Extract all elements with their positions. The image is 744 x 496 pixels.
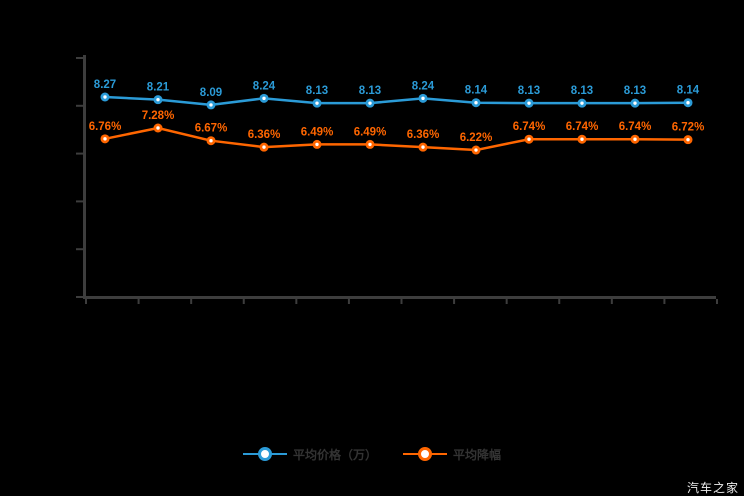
data-label: 6.49% [301, 126, 334, 138]
data-point-center [103, 137, 106, 140]
x-axis-tick [716, 299, 718, 304]
data-point-center [315, 101, 318, 104]
data-label: 8.14 [465, 85, 488, 97]
data-label: 8.13 [518, 85, 540, 97]
data-point-center [421, 145, 424, 148]
data-point-center [527, 138, 530, 141]
chart-legend: 平均价格（万） 平均降幅 [0, 443, 744, 465]
data-point-center [474, 148, 477, 151]
data-point-center [633, 101, 636, 104]
data-point-center [580, 138, 583, 141]
data-label: 8.09 [200, 87, 222, 99]
data-point-center [103, 95, 106, 98]
data-point-center [156, 98, 159, 101]
y-axis [83, 55, 86, 298]
data-label: 6.74% [619, 121, 652, 133]
data-label: 6.72% [672, 122, 705, 134]
bottom-bar: 汽车之家 [0, 478, 744, 496]
x-axis-tick [663, 299, 665, 304]
legend-item-avg-discount[interactable]: 平均降幅 [403, 446, 501, 463]
data-point-center [527, 101, 530, 104]
data-point-center [156, 126, 159, 129]
x-axis-tick [243, 299, 245, 304]
data-point-center [368, 143, 371, 146]
data-label: 8.24 [412, 80, 435, 92]
data-point-center [315, 143, 318, 146]
data-label: 6.76% [89, 121, 122, 133]
data-label: 8.13 [306, 85, 328, 97]
orange-line-marker-icon [403, 446, 447, 462]
data-label: 6.67% [195, 123, 228, 135]
data-point-center [262, 145, 265, 148]
data-label: 8.14 [677, 85, 700, 97]
y-axis-tick [76, 248, 83, 250]
data-label: 6.22% [460, 132, 493, 144]
y-axis-tick [76, 57, 83, 59]
series-line-orange [105, 128, 688, 150]
data-label: 7.28% [142, 110, 175, 122]
x-axis-tick [138, 299, 140, 304]
data-label: 8.13 [359, 85, 381, 97]
data-label: 6.74% [513, 121, 546, 133]
x-axis-tick [348, 299, 350, 304]
y-axis-tick [76, 200, 83, 202]
data-point-center [209, 103, 212, 106]
y-axis-tick [76, 105, 83, 107]
data-label: 8.13 [624, 85, 646, 97]
data-point-center [633, 138, 636, 141]
data-point-center [368, 101, 371, 104]
x-axis-tick [190, 299, 192, 304]
x-axis-tick [453, 299, 455, 304]
data-label: 8.27 [94, 79, 116, 91]
autohome-watermark: 汽车之家 [687, 479, 744, 496]
data-label: 8.24 [253, 80, 276, 92]
data-point-center [686, 101, 689, 104]
data-label: 6.49% [354, 126, 387, 138]
line-chart: 8.27 8.21 8.09 8.24 8.13 8.13 8.24 8.14 8.13 8.13… [0, 0, 744, 496]
series-line-blue [105, 97, 688, 105]
x-axis-tick [506, 299, 508, 304]
data-label: 8.13 [571, 85, 593, 97]
x-axis-tick [611, 299, 613, 304]
blue-line-marker-icon [243, 446, 287, 462]
x-axis [83, 296, 716, 299]
data-point-center [474, 101, 477, 104]
y-axis-tick [76, 153, 83, 155]
data-point-center [580, 101, 583, 104]
data-label: 6.74% [566, 121, 599, 133]
data-point-center [686, 138, 689, 141]
chart-page: 8.27 8.21 8.09 8.24 8.13 8.13 8.24 8.14 8.13 8.13… [0, 0, 744, 496]
data-label: 6.36% [248, 129, 281, 141]
data-point-center [209, 139, 212, 142]
x-axis-tick [401, 299, 403, 304]
data-point-center [262, 97, 265, 100]
y-axis-tick [76, 296, 83, 298]
x-axis-tick [295, 299, 297, 304]
legend-label: 平均价格（万） [293, 446, 377, 463]
data-point-center [421, 97, 424, 100]
legend-item-avg-price[interactable]: 平均价格（万） [243, 446, 377, 463]
legend-label: 平均降幅 [453, 446, 501, 463]
x-axis-tick [85, 299, 87, 304]
data-label: 6.36% [407, 129, 440, 141]
x-axis-tick [558, 299, 560, 304]
data-label: 8.21 [147, 82, 170, 94]
